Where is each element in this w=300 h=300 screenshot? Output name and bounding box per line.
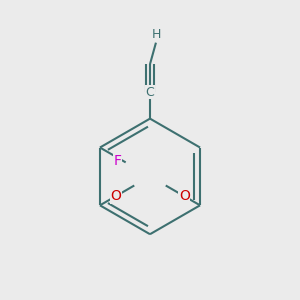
Text: O: O	[179, 189, 190, 203]
Text: O: O	[110, 189, 121, 203]
Text: C: C	[146, 86, 154, 99]
Text: F: F	[114, 154, 122, 168]
Text: H: H	[151, 28, 160, 41]
